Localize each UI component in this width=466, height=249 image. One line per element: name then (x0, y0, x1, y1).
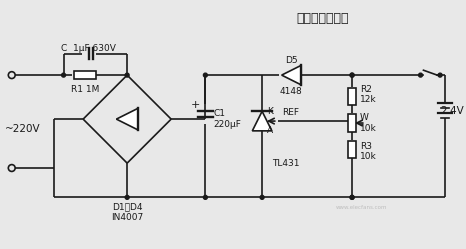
Text: ~220V: ~220V (5, 124, 41, 134)
Text: R2
12k: R2 12k (360, 85, 377, 104)
Text: +: + (191, 100, 200, 110)
Text: D5: D5 (285, 56, 298, 65)
Text: R3
10k: R3 10k (360, 142, 377, 161)
Text: 4148: 4148 (280, 87, 303, 96)
Text: www.elecfans.com: www.elecfans.com (336, 205, 388, 210)
Polygon shape (281, 65, 301, 85)
Circle shape (125, 73, 129, 77)
Circle shape (62, 73, 66, 77)
Text: K: K (267, 107, 273, 116)
Text: D1～D4
IN4007: D1～D4 IN4007 (111, 202, 143, 222)
Circle shape (204, 195, 207, 199)
Circle shape (350, 73, 354, 77)
Text: TL431: TL431 (272, 159, 299, 168)
Bar (74, 71, 96, 79)
Circle shape (350, 195, 354, 199)
Text: R1 1M: R1 1M (71, 85, 99, 94)
Text: REF: REF (281, 108, 299, 117)
Circle shape (350, 73, 354, 77)
Text: W
10k: W 10k (360, 113, 377, 133)
Circle shape (260, 195, 264, 199)
Bar (348, 114, 356, 132)
Text: C  1μF 630V: C 1μF 630V (61, 44, 116, 53)
Circle shape (204, 73, 207, 77)
Circle shape (438, 73, 442, 77)
Circle shape (350, 195, 354, 199)
Bar (348, 88, 356, 105)
Circle shape (125, 195, 129, 199)
Circle shape (418, 73, 423, 77)
Text: 镍镉电池充电器: 镍镉电池充电器 (296, 11, 349, 25)
Bar (348, 141, 356, 158)
Polygon shape (252, 111, 272, 131)
Polygon shape (116, 108, 138, 130)
Text: 2.4V: 2.4V (440, 106, 464, 116)
Text: A: A (267, 126, 273, 135)
Text: C1
220μF: C1 220μF (213, 109, 241, 129)
